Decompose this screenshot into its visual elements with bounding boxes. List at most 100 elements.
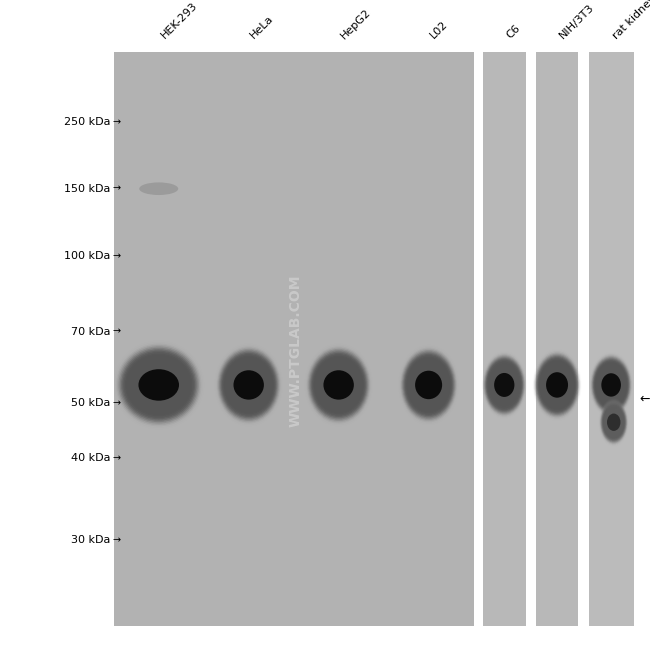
Ellipse shape (404, 354, 453, 416)
Ellipse shape (315, 358, 362, 411)
Bar (526, 52, 536, 626)
Ellipse shape (406, 357, 451, 413)
Ellipse shape (313, 354, 365, 416)
Ellipse shape (487, 360, 522, 410)
Ellipse shape (117, 345, 200, 425)
Ellipse shape (533, 350, 581, 420)
Text: 250 kDa: 250 kDa (64, 117, 110, 127)
Ellipse shape (402, 350, 456, 420)
Text: →: → (112, 327, 120, 336)
Ellipse shape (535, 353, 579, 416)
Ellipse shape (595, 362, 627, 408)
Ellipse shape (593, 359, 629, 411)
Ellipse shape (315, 357, 363, 413)
Ellipse shape (233, 370, 264, 400)
Text: HeLa: HeLa (249, 14, 276, 40)
Ellipse shape (539, 359, 575, 410)
Text: WWW.PTGLAB.COM: WWW.PTGLAB.COM (289, 274, 303, 427)
Ellipse shape (603, 406, 625, 439)
Ellipse shape (537, 356, 577, 414)
Ellipse shape (125, 353, 192, 417)
Text: →: → (112, 453, 120, 464)
Bar (483, 52, 526, 626)
Ellipse shape (534, 351, 580, 419)
Ellipse shape (596, 364, 626, 406)
Ellipse shape (600, 400, 628, 444)
Text: 150 kDa: 150 kDa (64, 184, 111, 194)
Ellipse shape (594, 361, 628, 409)
Ellipse shape (540, 362, 574, 408)
Ellipse shape (602, 404, 626, 441)
Ellipse shape (590, 353, 632, 417)
Ellipse shape (139, 183, 178, 195)
Ellipse shape (311, 353, 366, 417)
Text: 100 kDa: 100 kDa (64, 251, 111, 261)
Ellipse shape (311, 351, 367, 419)
Ellipse shape (483, 353, 526, 417)
Ellipse shape (307, 348, 370, 422)
Text: →: → (112, 184, 120, 194)
Ellipse shape (603, 405, 625, 439)
Ellipse shape (121, 349, 196, 421)
Text: NIH/3T3: NIH/3T3 (557, 2, 595, 40)
Ellipse shape (489, 363, 520, 407)
Ellipse shape (399, 346, 458, 424)
Ellipse shape (309, 350, 368, 420)
Bar (114, 52, 474, 626)
Text: →: → (112, 117, 120, 127)
Ellipse shape (602, 404, 625, 440)
Bar (474, 52, 483, 626)
Ellipse shape (116, 344, 202, 426)
Ellipse shape (307, 346, 371, 424)
Ellipse shape (485, 357, 524, 413)
Ellipse shape (488, 362, 521, 408)
Ellipse shape (534, 353, 580, 417)
Ellipse shape (603, 406, 624, 438)
Text: →: → (112, 251, 120, 261)
Text: 50 kDa: 50 kDa (71, 398, 110, 408)
Ellipse shape (224, 355, 274, 414)
Ellipse shape (218, 349, 279, 421)
Ellipse shape (484, 355, 525, 415)
Bar (588, 52, 634, 626)
Text: C6: C6 (504, 23, 522, 40)
Ellipse shape (218, 348, 280, 422)
Ellipse shape (482, 352, 526, 418)
Ellipse shape (124, 352, 194, 418)
Ellipse shape (486, 358, 523, 412)
Ellipse shape (601, 401, 627, 443)
Ellipse shape (601, 402, 627, 443)
Text: L02: L02 (428, 19, 450, 40)
Ellipse shape (222, 354, 275, 416)
Ellipse shape (599, 400, 628, 445)
Ellipse shape (601, 402, 627, 442)
Ellipse shape (216, 345, 282, 425)
Ellipse shape (591, 355, 631, 415)
Ellipse shape (313, 355, 364, 414)
Ellipse shape (607, 413, 621, 431)
Ellipse shape (408, 359, 449, 411)
Text: 70 kDa: 70 kDa (71, 327, 110, 336)
Ellipse shape (127, 357, 190, 413)
Ellipse shape (494, 373, 514, 397)
Ellipse shape (593, 359, 629, 411)
Ellipse shape (220, 350, 278, 420)
Ellipse shape (540, 361, 575, 409)
Text: →: → (112, 535, 120, 545)
Ellipse shape (306, 345, 372, 425)
Ellipse shape (401, 349, 456, 421)
Ellipse shape (402, 351, 454, 419)
Ellipse shape (538, 359, 576, 411)
Ellipse shape (405, 355, 452, 415)
Ellipse shape (138, 369, 179, 401)
Ellipse shape (538, 357, 577, 413)
Ellipse shape (404, 353, 454, 417)
Ellipse shape (222, 353, 276, 417)
Bar (536, 52, 578, 626)
Text: HEK-293: HEK-293 (159, 1, 199, 40)
Ellipse shape (599, 398, 629, 446)
Text: rat kidney: rat kidney (611, 0, 650, 40)
Ellipse shape (488, 361, 521, 409)
Ellipse shape (601, 373, 621, 396)
Text: 30 kDa: 30 kDa (71, 535, 110, 545)
